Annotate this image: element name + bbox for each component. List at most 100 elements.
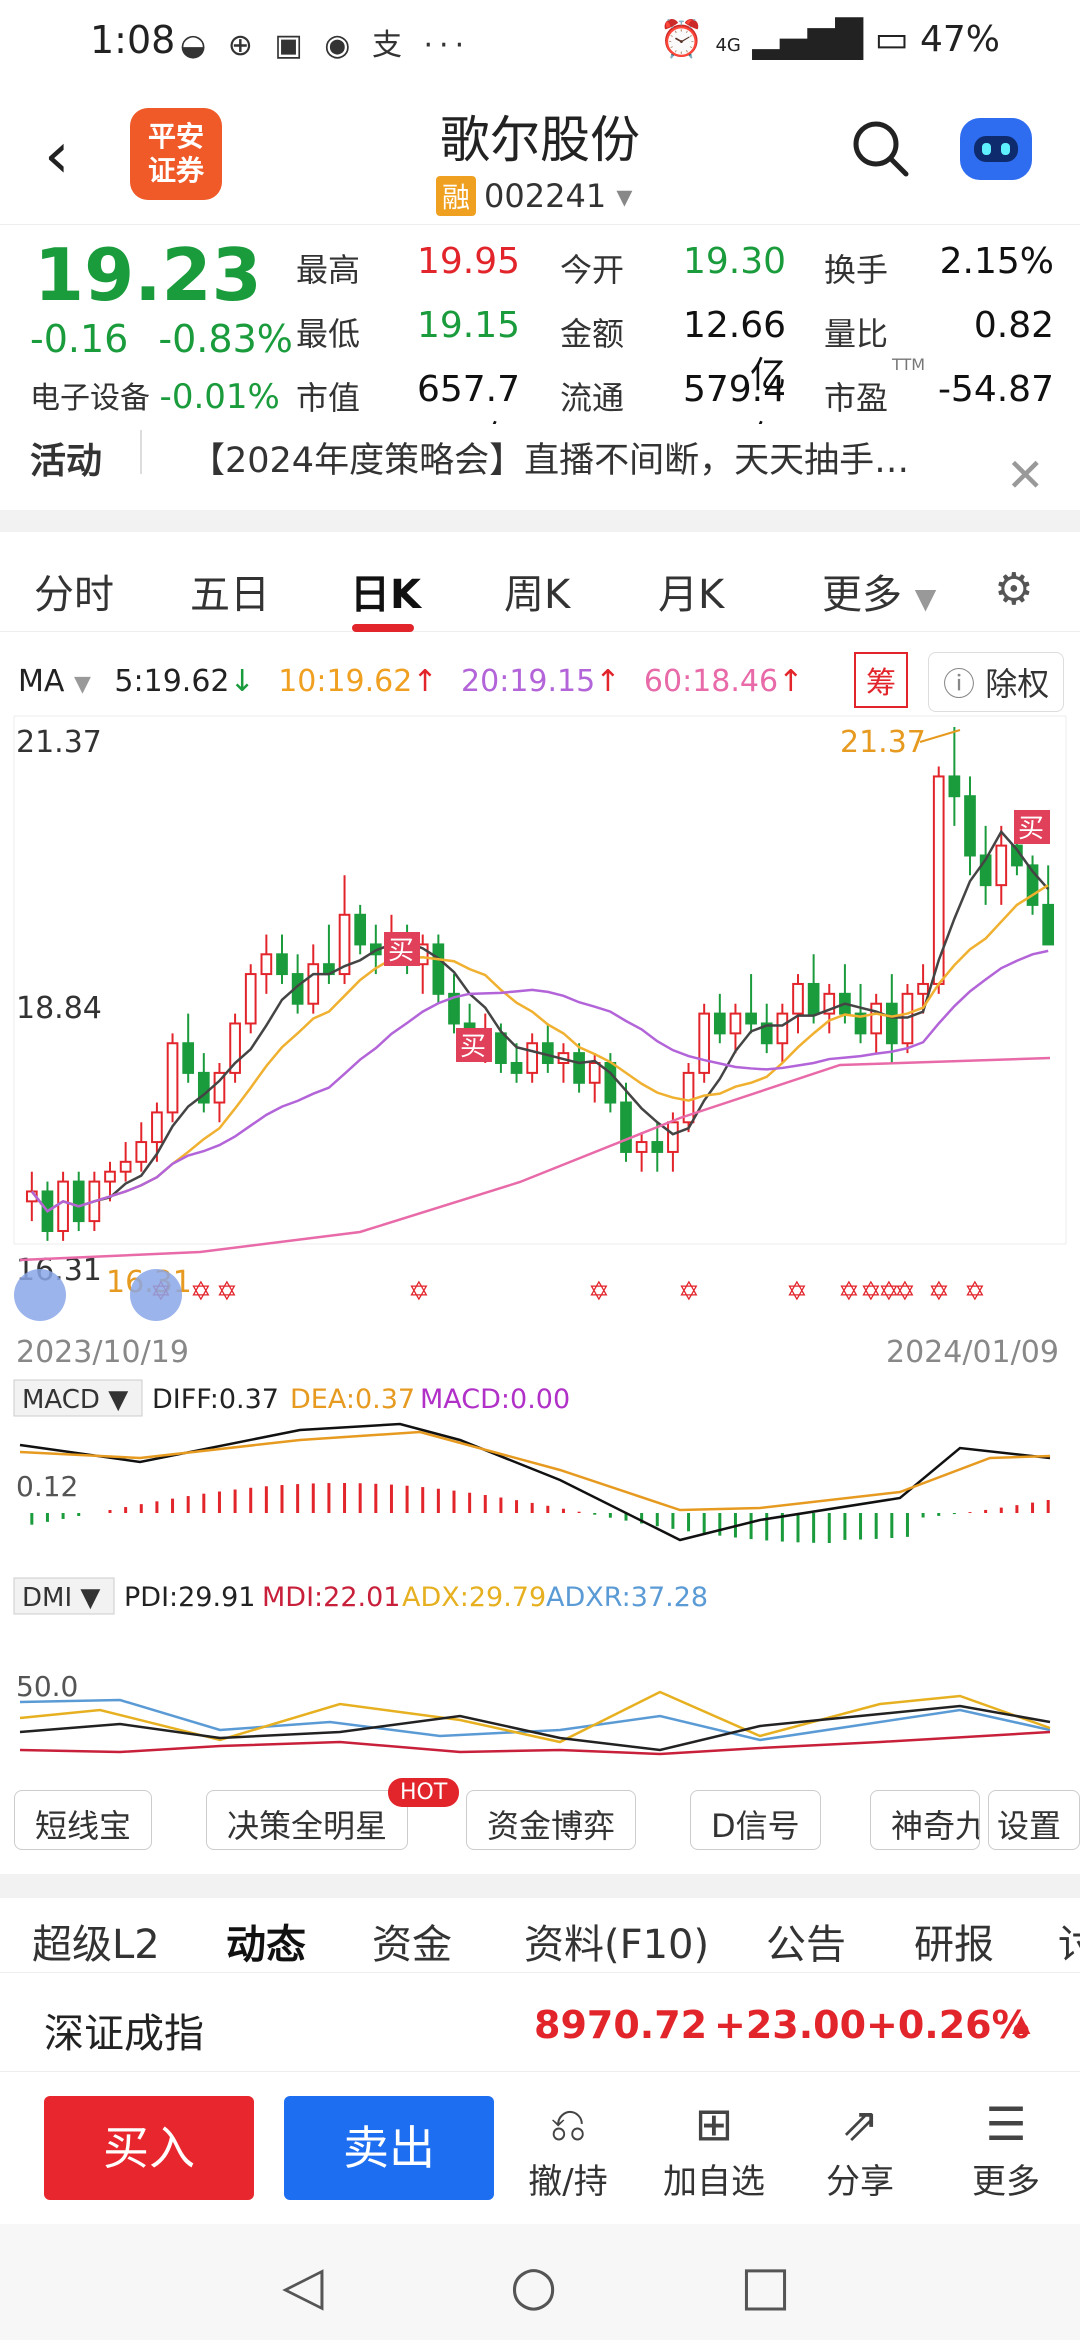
ma60-value: 60:18.46↑ [644, 664, 803, 699]
candle-body [229, 1022, 241, 1074]
nav-recents-icon[interactable]: □ [740, 2254, 792, 2317]
candle-body [635, 1141, 648, 1153]
share-button[interactable]: ⇗ 分享 [800, 2094, 920, 2203]
change-percent: -0.83% [158, 317, 293, 361]
index-value: 8970.72 [534, 2003, 708, 2047]
tab-news[interactable]: 动态 [226, 1922, 306, 1968]
sector-info[interactable]: 电子设备 -0.01% [30, 373, 280, 417]
macd-value: MACD:0.00 [420, 1384, 570, 1415]
candlestick-svg[interactable]: 21.3718.8416.31买买买21.3716.31✡✡✡✡✡✡✡✡✡✡✡✡… [0, 640, 1080, 1770]
signal-star-icon: ✡ [678, 1277, 700, 1307]
more-button[interactable]: ☰ 更多 [946, 2094, 1066, 2203]
activity-text[interactable]: 【2024年度策略会】直播不间断，天天抽手… [190, 441, 910, 481]
index-name: 深证成指 [44, 2011, 204, 2057]
tool-decision-star[interactable]: 决策全明星 [206, 1790, 409, 1850]
ma60-line [19, 1056, 1051, 1262]
tab-funds[interactable]: 资金 [372, 1922, 452, 1968]
quote-value: 2.15% [939, 241, 1054, 282]
signal-star-icon: ✡ [928, 1277, 950, 1307]
back-icon[interactable]: ‹ [44, 119, 70, 193]
tool-capital-game[interactable]: 资金博弈 [466, 1790, 637, 1850]
quote-value: 12.66亿 [682, 305, 786, 396]
kline-chart-area[interactable]: MA ▼ 5:19.62↓ 10:19.62↑ 20:19.15↑ 60:18.… [0, 640, 1080, 1770]
candle-body [885, 1002, 898, 1045]
index-ticker[interactable]: 深证成指 8970.72 +23.00 +0.26% ▲ [0, 1972, 1080, 2072]
stock-name: 歌尔股份 [440, 111, 640, 169]
candle-body [495, 1032, 507, 1065]
tool-short-line[interactable]: 短线宝 [14, 1790, 153, 1850]
quote-value: 0.82 [973, 305, 1054, 346]
candle-body [510, 1062, 523, 1074]
macd-selector [13, 1379, 143, 1417]
date-start: 2023/10/19 [16, 1335, 189, 1370]
sector-label: 电子设备 [30, 381, 150, 416]
quote-value: 19.95 [416, 241, 520, 282]
tab-weekly-k[interactable]: 周K [504, 572, 571, 618]
gear-icon[interactable]: ⚙ [994, 564, 1034, 615]
tab-intraday[interactable]: 分时 [34, 572, 114, 618]
activity-banner[interactable]: 活动 【2024年度策略会】直播不间断，天天抽手… ✕ [0, 424, 1080, 504]
battery-level: 47% [919, 19, 1000, 60]
ma20-label: 20:19.15 [461, 664, 596, 699]
cancel-hold-button[interactable]: ⎌ 撤/持 [508, 2094, 628, 2203]
notification-icons: ◒ ⊕ ▣ ◉ 支 ··· [180, 28, 471, 63]
signal-star-icon: ✡ [786, 1277, 808, 1307]
nav-home-icon[interactable]: ○ [510, 2254, 558, 2317]
quote-label: 金额 [560, 315, 625, 353]
tab-more[interactable]: 更多 ▼ [822, 562, 936, 620]
macd-dea: DEA:0.37 [290, 1384, 415, 1415]
tab-monthly-k[interactable]: 月K [658, 572, 725, 618]
stock-code-selector[interactable]: 融 002241 ▾ [436, 176, 632, 216]
dmi-adx: ADX:29.79 [402, 1582, 546, 1613]
search-icon[interactable] [850, 118, 912, 180]
active-tab-indicator [352, 624, 414, 632]
ex-rights-button[interactable]: ⓘ 除权 [928, 652, 1065, 712]
logo-line-1: 平安 [147, 120, 204, 153]
tab-daily-k[interactable]: 日K [350, 572, 421, 618]
candle-body [620, 1101, 632, 1153]
candle-body [776, 1012, 789, 1045]
ma-selector[interactable]: MA ▼ [18, 664, 91, 699]
undo-icon: ⎌ [549, 2097, 587, 2151]
quote-label: 最高 [296, 251, 361, 289]
indicator-tools: 短线宝 决策全明星 HOT 资金博弈 D信号 神奇九转 设置 [0, 1778, 1080, 1860]
nav-back-icon[interactable]: ◁ [282, 2254, 324, 2317]
high-price-label: 21.37 [840, 725, 926, 760]
ma5-value: 5:19.62↓ [114, 664, 254, 699]
signal-star-icon: ✡ [216, 1277, 238, 1307]
menu-icon: ☰ [985, 2097, 1027, 2151]
tab-announcements[interactable]: 公告 [766, 1922, 846, 1968]
ma-label: MA [18, 664, 65, 699]
tab-more-label: 更多 [822, 572, 902, 618]
ex-rights-label: 除权 [985, 665, 1050, 703]
network-label: 4G [715, 35, 741, 56]
quote-label: 今开 [560, 251, 625, 289]
tab-five-day[interactable]: 五日 [190, 572, 270, 618]
candle-body [667, 1121, 679, 1153]
assistant-robot-icon[interactable] [960, 118, 1032, 180]
tool-d-signal[interactable]: D信号 [690, 1790, 821, 1850]
tab-research[interactable]: 研报 [914, 1922, 994, 1968]
candle-body [760, 1022, 773, 1045]
tab-discussion[interactable]: 讨论 [1058, 1922, 1080, 1968]
signal-star-icon: ✡ [878, 1277, 900, 1307]
signal-star-icon: ✡ [964, 1277, 986, 1307]
candle-body [151, 1111, 163, 1144]
chip-distribution-button[interactable]: 筹 [854, 652, 908, 708]
candle-body [995, 844, 1008, 887]
signal-star-icon: ✡ [190, 1277, 212, 1307]
quote-label: 市盈 [824, 379, 889, 417]
candle-body [917, 982, 929, 995]
candle-body [57, 1180, 69, 1232]
sell-button[interactable]: 卖出 [284, 2096, 494, 2200]
pdi-line [19, 1704, 1051, 1752]
tool-magic[interactable]: 神奇九转 [870, 1790, 980, 1850]
close-icon[interactable]: ✕ [1006, 448, 1045, 502]
buy-button[interactable]: 买入 [44, 2096, 254, 2200]
tab-f10[interactable]: 资料(F10) [524, 1922, 710, 1968]
tab-level2[interactable]: 超级L2 [32, 1922, 160, 1968]
tool-settings[interactable]: 设置 [988, 1790, 1080, 1850]
dmi-name: DMI ▼ [22, 1583, 100, 1613]
signal-star-icon: ✡ [838, 1277, 860, 1307]
add-watchlist-button[interactable]: ⊞ 加自选 [654, 2094, 774, 2203]
